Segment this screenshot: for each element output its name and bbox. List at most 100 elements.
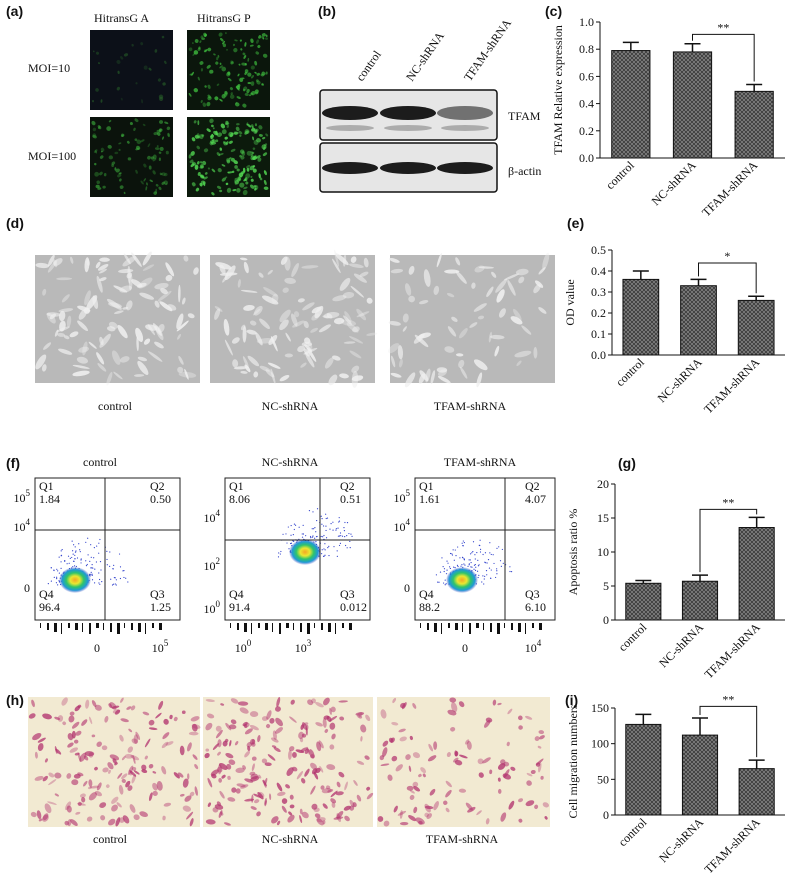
- cell: [254, 71, 257, 74]
- cell: [242, 325, 247, 343]
- cell: [187, 742, 192, 752]
- cell: [226, 159, 231, 164]
- cell: [387, 774, 393, 781]
- event: [87, 554, 89, 556]
- event: [478, 544, 480, 546]
- cell: [109, 754, 120, 761]
- event: [56, 578, 58, 580]
- axis-tick-label: 103: [295, 638, 312, 655]
- cell: [177, 333, 181, 340]
- cell: [390, 355, 396, 368]
- cell: [485, 818, 490, 825]
- cell: [227, 797, 236, 802]
- cell: [121, 756, 126, 761]
- cell: [48, 772, 55, 778]
- caption: control: [98, 399, 133, 413]
- event: [298, 526, 300, 528]
- cell: [192, 52, 196, 56]
- event: [485, 562, 487, 564]
- event: [338, 544, 341, 547]
- event: [55, 582, 58, 584]
- cell: [144, 755, 148, 760]
- tick-base: 0: [462, 641, 468, 655]
- cell: [399, 821, 409, 826]
- cell: [197, 120, 200, 126]
- axis-ruler: [328, 623, 331, 632]
- cell: [242, 77, 245, 80]
- cell: [104, 715, 109, 723]
- event: [90, 556, 92, 558]
- event: [53, 576, 55, 578]
- cell: [318, 740, 324, 749]
- cell: [219, 790, 225, 799]
- cell: [79, 752, 87, 762]
- cell: [297, 345, 306, 353]
- cell: [304, 337, 311, 345]
- cell: [284, 277, 297, 284]
- cell: [111, 804, 118, 812]
- cell: [246, 329, 257, 335]
- cell: [418, 773, 422, 778]
- cell: [128, 728, 133, 733]
- event: [316, 508, 319, 510]
- event: [336, 550, 338, 552]
- cell: [176, 320, 189, 332]
- cell: [320, 785, 325, 790]
- column-label: HitransG P: [197, 11, 251, 25]
- cell: [459, 328, 468, 339]
- axis-ruler: [258, 623, 260, 628]
- cell: [240, 48, 243, 51]
- cell: [152, 782, 158, 791]
- cell: [152, 771, 157, 774]
- event: [344, 521, 346, 524]
- cell: [136, 282, 147, 288]
- cell: [205, 819, 216, 825]
- event: [74, 551, 77, 553]
- cell: [314, 305, 324, 319]
- event: [90, 573, 92, 575]
- cell: [162, 815, 166, 821]
- axis-ruler: [420, 623, 421, 628]
- cell: [249, 771, 256, 776]
- cell: [118, 142, 122, 145]
- cell: [148, 67, 152, 71]
- caption: control: [93, 832, 128, 846]
- cell: [226, 187, 232, 193]
- event: [95, 561, 98, 563]
- cell: [258, 35, 262, 39]
- cell: [253, 185, 257, 188]
- cell: [115, 817, 121, 827]
- cell: [141, 769, 148, 774]
- cell: [154, 282, 169, 290]
- axis-ruler: [349, 623, 352, 630]
- cell: [255, 91, 259, 95]
- cell: [147, 324, 155, 336]
- cell: [165, 741, 174, 746]
- event: [459, 557, 461, 559]
- cell: [351, 370, 359, 388]
- event: [340, 535, 342, 537]
- cell: [248, 94, 252, 97]
- axis-ruler: [314, 623, 315, 628]
- event: [73, 560, 75, 562]
- event: [489, 552, 491, 554]
- event: [442, 566, 444, 568]
- event: [311, 528, 313, 530]
- cell: [259, 177, 263, 181]
- axis-ruler: [230, 623, 231, 628]
- axis-ruler: [61, 623, 62, 634]
- cell: [184, 795, 192, 802]
- quadrant-name: Q1: [39, 479, 54, 493]
- cell: [197, 171, 201, 176]
- event: [287, 526, 289, 528]
- event: [444, 584, 446, 586]
- event: [56, 568, 58, 570]
- axis-tick-label: 102: [204, 556, 221, 573]
- cell: [444, 346, 455, 353]
- cell: [161, 741, 169, 749]
- cell: [390, 372, 402, 378]
- cell: [157, 290, 172, 302]
- cell: [136, 139, 142, 145]
- cell: [254, 130, 258, 133]
- panel-label: (b): [318, 3, 336, 19]
